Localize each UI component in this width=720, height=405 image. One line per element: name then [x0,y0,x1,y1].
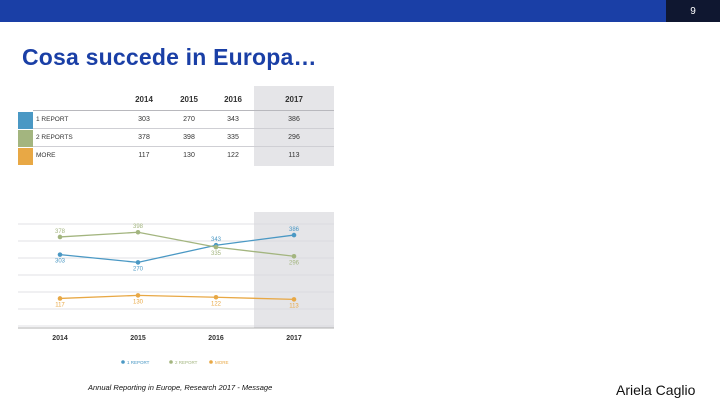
table-header-divider [33,110,334,111]
table-cell: 398 [183,134,195,141]
x-tick-label: 2015 [130,335,146,342]
legend-label: 1 REPORT [127,360,150,365]
data-label: 130 [133,299,144,305]
table-cell: 130 [183,152,195,159]
table-cell: 335 [227,134,239,141]
row-color-swatch [18,112,33,129]
data-label: 378 [55,229,66,235]
table-cell: 343 [227,116,239,123]
table-row: 2 REPORTS 378 398 335 296 [18,130,334,147]
top-bar [0,0,720,22]
table-cell: 303 [138,116,150,123]
row-divider [33,146,334,147]
series-line [59,231,295,257]
data-point [291,297,297,302]
x-tick-label: 2014 [52,335,68,342]
line-chart: 2014 2015 2016 2017 303 270 343 386 378 398 335 296… [18,212,334,365]
legend-label: 2 REPORT [175,360,198,365]
data-label: 270 [133,266,144,272]
row-divider [33,128,334,129]
row-label: 1 REPORT [36,116,69,123]
row-label: 2 REPORTS [36,134,73,141]
data-table: 2014 2015 2016 2017 1 REPORT 303 270 343… [18,86,334,166]
legend-marker [209,360,213,364]
legend-marker [169,360,173,364]
table-header-2017: 2017 [285,95,303,104]
slide-title: Cosa succede in Europa… [22,44,317,70]
table-cell: 117 [138,152,150,159]
highlight-column [254,86,334,166]
source-note: Annual Reporting in Europe, Research 201… [88,383,273,392]
data-point [291,232,297,238]
data-label: 117 [55,302,65,308]
table-cell: 386 [288,116,300,123]
data-label: 113 [289,303,299,309]
table-row: 1 REPORT 303 270 343 386 [18,112,334,129]
data-point [135,229,141,235]
data-point [57,296,63,301]
data-label: 386 [289,227,300,233]
author-name: Ariela Caglio [616,382,696,398]
data-point [57,234,63,240]
data-point [57,252,63,257]
legend-marker [121,360,125,364]
data-label: 343 [211,237,222,243]
table-header-2015: 2015 [180,95,198,104]
data-point [291,253,297,259]
table-cell: 378 [138,134,150,141]
x-tick-label: 2016 [208,335,224,342]
table-cell: 270 [183,116,195,123]
series-line [59,294,295,301]
row-label: MORE [36,152,56,159]
page-number: 9 [666,0,720,22]
series-line [59,234,295,264]
data-label: 296 [289,260,300,266]
table-header-2016: 2016 [224,95,242,104]
table-cell: 122 [227,152,239,159]
data-point [135,293,141,298]
legend-label: MORE [215,360,229,365]
table-cell: 113 [288,152,300,159]
x-tick-label: 2017 [286,335,302,342]
row-color-swatch [18,130,33,147]
data-label: 398 [133,224,144,230]
data-label: 122 [211,301,222,307]
table-row: MORE 117 130 122 113 [18,148,334,165]
data-point [213,294,219,300]
table-cell: 296 [288,134,300,141]
table-header-2014: 2014 [135,95,153,104]
data-label: 335 [211,251,222,257]
data-point [135,260,141,265]
row-color-swatch [18,148,33,165]
data-point [213,244,219,250]
data-label: 303 [55,259,66,265]
